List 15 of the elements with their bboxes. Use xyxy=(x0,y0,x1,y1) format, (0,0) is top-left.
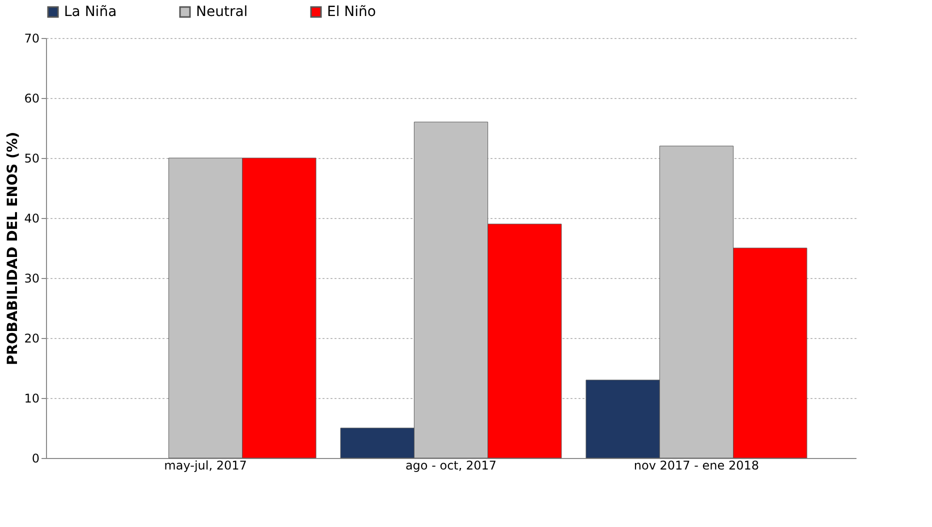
legend-label: La Niña xyxy=(64,4,117,20)
x-tick-label: ago - oct, 2017 xyxy=(405,458,497,472)
y-tick-label: 10 xyxy=(24,392,40,406)
y-tick-label: 40 xyxy=(24,212,40,226)
y-tick-label: 0 xyxy=(32,452,40,466)
y-tick-label: 60 xyxy=(24,92,40,106)
y-tick-label: 50 xyxy=(24,152,40,166)
x-tick-label: nov 2017 - ene 2018 xyxy=(634,458,759,472)
y-tick-label: 30 xyxy=(24,272,40,286)
legend-label: Neutral xyxy=(196,4,248,20)
x-tick-label: may-jul, 2017 xyxy=(164,458,247,472)
y-axis-title: PROBABILIDAD DEL ENOS (%) xyxy=(5,132,22,366)
y-tick-label: 70 xyxy=(24,32,40,46)
legend-label: El Niño xyxy=(327,4,376,20)
y-tick-label: 20 xyxy=(24,332,40,346)
